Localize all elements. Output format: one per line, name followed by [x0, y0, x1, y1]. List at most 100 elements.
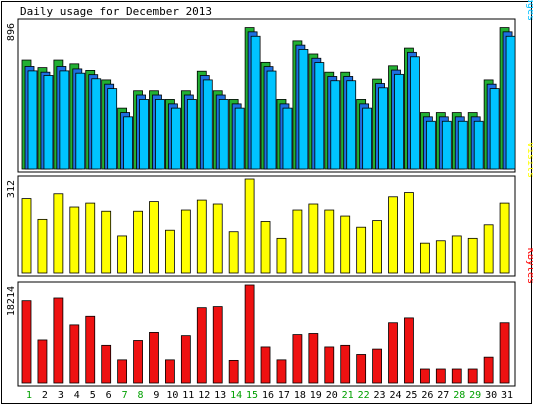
bar-pages-day-2	[43, 75, 54, 170]
bar-kbytes-day-5	[85, 315, 96, 384]
day-label-20: 20	[326, 390, 338, 401]
bar-pages-day-30	[489, 88, 500, 170]
bar-pages-day-12	[202, 79, 213, 170]
bar-pages-day-5	[91, 78, 102, 170]
bar-visits-day-9	[149, 201, 159, 274]
legend: Visits	[525, 142, 533, 178]
day-label-3: 3	[58, 390, 64, 401]
bar-visits-day-5	[85, 202, 96, 274]
day-label-11: 11	[182, 390, 194, 401]
bar-visits-day-24	[388, 196, 398, 274]
day-label-7: 7	[122, 390, 128, 401]
day-label-8: 8	[138, 390, 144, 401]
bar-visits-day-15	[244, 178, 255, 274]
bar-kbytes-day-22	[356, 354, 367, 384]
bar-visits-day-25	[404, 192, 414, 274]
day-label-19: 19	[310, 390, 322, 401]
bar-visits-day-7	[117, 235, 128, 274]
bar-visits-day-22	[356, 226, 367, 274]
bar-kbytes-day-1	[21, 300, 32, 384]
bar-visits-day-11	[180, 209, 191, 274]
bar-kbytes-day-27	[435, 368, 446, 384]
bar-pages-day-28	[457, 120, 468, 170]
bar-visits-day-23	[372, 220, 382, 274]
day-label-9: 9	[153, 390, 159, 401]
day-label-31: 31	[501, 390, 513, 401]
bar-pages-day-9	[155, 99, 165, 170]
bar-pages-day-23	[378, 87, 388, 170]
bar-pages-day-17	[282, 107, 293, 170]
bar-visits-day-13	[212, 203, 223, 274]
day-label-14: 14	[230, 390, 242, 401]
bar-visits-day-3	[53, 193, 64, 274]
chart-panels: 896 Hits/Files/Pages 312 Visits 18214 KBytes	[6, 0, 533, 387]
bar-visits-day-4	[69, 206, 80, 274]
legend: Hits/Files/Pages	[525, 0, 533, 21]
bar-kbytes-day-12	[196, 307, 207, 384]
day-label-1: 1	[26, 390, 32, 401]
bar-pages-day-18	[298, 49, 309, 170]
panel-visits: 312 Visits	[6, 142, 533, 277]
bar-kbytes-day-24	[388, 322, 398, 384]
day-label-21: 21	[342, 390, 354, 401]
bar-pages-day-25	[410, 56, 420, 170]
bar-kbytes-day-9	[149, 332, 159, 384]
chart-title: Daily usage for December 2013	[20, 5, 212, 18]
day-label-27: 27	[437, 390, 449, 401]
bar-visits-day-29	[467, 237, 478, 274]
day-label-4: 4	[74, 390, 80, 401]
day-label-13: 13	[214, 390, 226, 401]
day-label-23: 23	[374, 390, 386, 401]
bar-visits-day-27	[435, 240, 446, 274]
bar-kbytes-day-21	[340, 344, 351, 384]
day-label-16: 16	[262, 390, 274, 401]
bar-pages-day-13	[218, 99, 229, 170]
day-label-22: 22	[358, 390, 370, 401]
bar-kbytes-day-28	[451, 368, 462, 384]
bar-kbytes-day-6	[101, 344, 112, 384]
panel-kbytes: 18214 KBytes	[6, 248, 533, 387]
bar-visits-day-30	[483, 224, 494, 274]
day-label-12: 12	[198, 390, 210, 401]
bar-kbytes-day-3	[53, 297, 64, 384]
bar-visits-day-16	[260, 221, 271, 274]
bar-visits-day-31	[499, 202, 510, 274]
bar-kbytes-day-16	[260, 346, 271, 384]
bar-kbytes-day-17	[276, 359, 287, 384]
bar-visits-day-10	[165, 229, 175, 274]
bar-visits-day-26	[419, 242, 430, 274]
day-label-26: 26	[421, 390, 433, 401]
bar-visits-day-8	[133, 210, 143, 274]
bar-pages-day-27	[441, 120, 452, 170]
bar-pages-day-1	[27, 70, 38, 170]
bar-kbytes-day-7	[117, 359, 128, 384]
day-label-28: 28	[453, 390, 465, 401]
bar-pages-day-3	[59, 70, 70, 170]
bar-kbytes-day-8	[133, 340, 143, 384]
legend-item-pages: Pages	[525, 0, 533, 21]
series-pages	[27, 35, 516, 170]
bar-visits-day-1	[21, 198, 32, 274]
day-label-24: 24	[389, 390, 401, 401]
bar-kbytes-day-31	[499, 322, 510, 384]
day-label-30: 30	[485, 390, 497, 401]
bar-kbytes-day-10	[165, 359, 175, 384]
day-label-10: 10	[166, 390, 178, 401]
bar-pages-day-4	[75, 72, 86, 170]
day-label-15: 15	[246, 390, 258, 401]
bar-kbytes-day-19	[308, 333, 319, 384]
series-visits	[21, 178, 510, 274]
bar-pages-day-8	[139, 99, 149, 170]
bar-kbytes-day-26	[419, 368, 430, 384]
bar-pages-day-24	[394, 73, 404, 170]
bar-visits-day-6	[101, 210, 112, 274]
day-labels: 1 2 3 4 5 6 7 8 9 10 11 12 13 14 15 16 17 18 19 20 21 22 23 24 2…	[26, 390, 513, 401]
bar-pages-day-14	[234, 107, 245, 170]
bar-kbytes-day-11	[180, 335, 191, 384]
legend-item-kbytes: KBytes	[525, 248, 533, 284]
day-label-29: 29	[469, 390, 481, 401]
bar-pages-day-10	[171, 107, 181, 170]
bar-pages-day-7	[123, 116, 134, 170]
bar-pages-day-19	[314, 62, 325, 170]
